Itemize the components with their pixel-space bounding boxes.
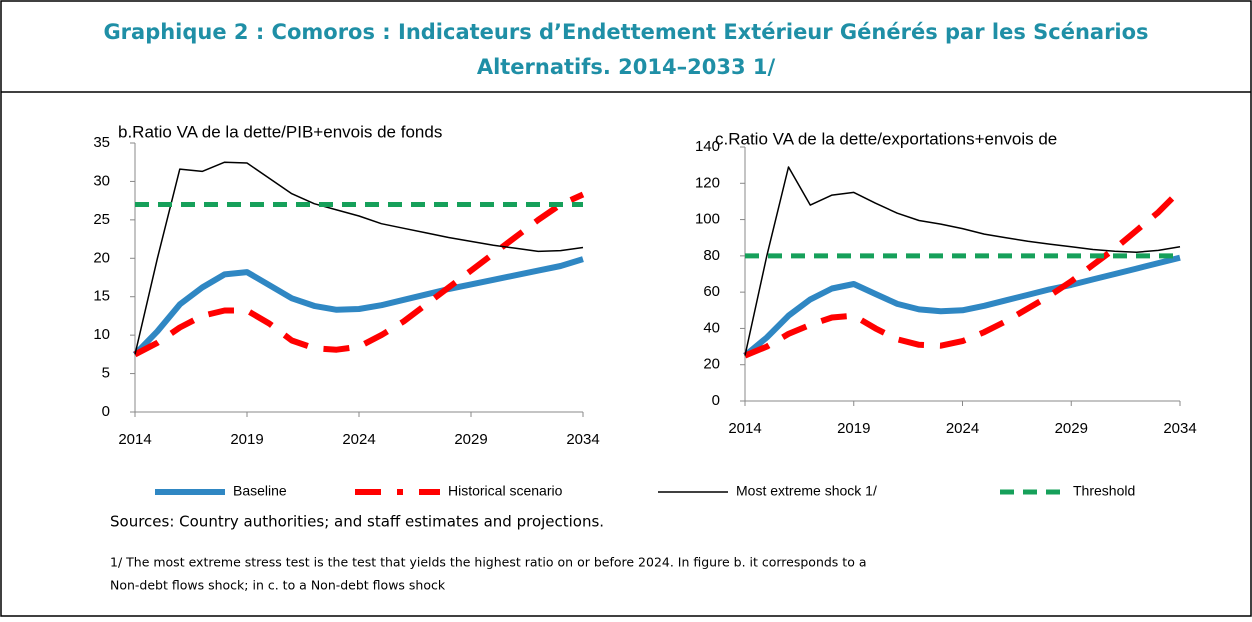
chart-title: c.Ratio VA de la dette/exportations+envo…: [715, 129, 1057, 148]
x-tick-label: 2029: [1055, 420, 1088, 437]
y-tick-label: 15: [93, 288, 110, 305]
y-tick-label: 5: [102, 365, 110, 382]
x-tick-label: 2034: [1163, 420, 1196, 437]
y-tick-label: 20: [703, 356, 720, 373]
sources: Sources: Country authorities; and staff …: [110, 513, 604, 531]
y-tick-label: 0: [712, 392, 720, 409]
y-tick-label: 25: [93, 211, 110, 228]
x-tick-label: 2019: [837, 420, 870, 437]
y-tick-label: 120: [695, 174, 720, 191]
series-line: [134, 161, 584, 355]
legend-label: Baseline: [233, 483, 287, 499]
footnote: 1/ The most extreme stress test is the t…: [110, 555, 866, 570]
legend-label: Threshold: [1073, 483, 1135, 499]
x-tick-label: 2029: [454, 431, 487, 448]
x-tick-label: 2024: [946, 420, 979, 437]
y-tick-label: 60: [703, 283, 720, 300]
y-tick-label: 140: [695, 138, 720, 155]
y-tick-label: 100: [695, 211, 720, 228]
series-line: [743, 254, 1181, 358]
chart-title: b.Ratio VA de la dette/PIB+envois de fon…: [118, 122, 442, 141]
x-tick-label: 2024: [342, 431, 375, 448]
series-line: [743, 188, 1183, 359]
y-tick-label: 40: [703, 319, 720, 336]
x-tick-label: 2034: [566, 431, 599, 448]
x-tick-label: 2014: [118, 431, 151, 448]
legend-label: Historical scenario: [448, 483, 563, 499]
footnote: Non-debt flows shock; in c. to a Non-deb…: [110, 578, 446, 593]
x-tick-label: 2019: [230, 431, 263, 448]
series-line: [133, 191, 585, 358]
header-title: Alternatifs. 2014–2033 1/: [477, 55, 776, 79]
y-tick-label: 80: [703, 247, 720, 264]
y-tick-label: 0: [102, 403, 110, 420]
series-line: [744, 166, 1181, 356]
legend-label: Most extreme shock 1/: [736, 483, 877, 499]
y-tick-label: 35: [93, 134, 110, 151]
y-tick-label: 30: [93, 172, 110, 189]
series-line: [132, 256, 584, 357]
y-tick-label: 10: [93, 326, 110, 343]
x-tick-label: 2014: [728, 420, 761, 437]
y-tick-label: 20: [93, 249, 110, 266]
header-title: Graphique 2 : Comoros : Indicateurs d’En…: [103, 20, 1148, 44]
